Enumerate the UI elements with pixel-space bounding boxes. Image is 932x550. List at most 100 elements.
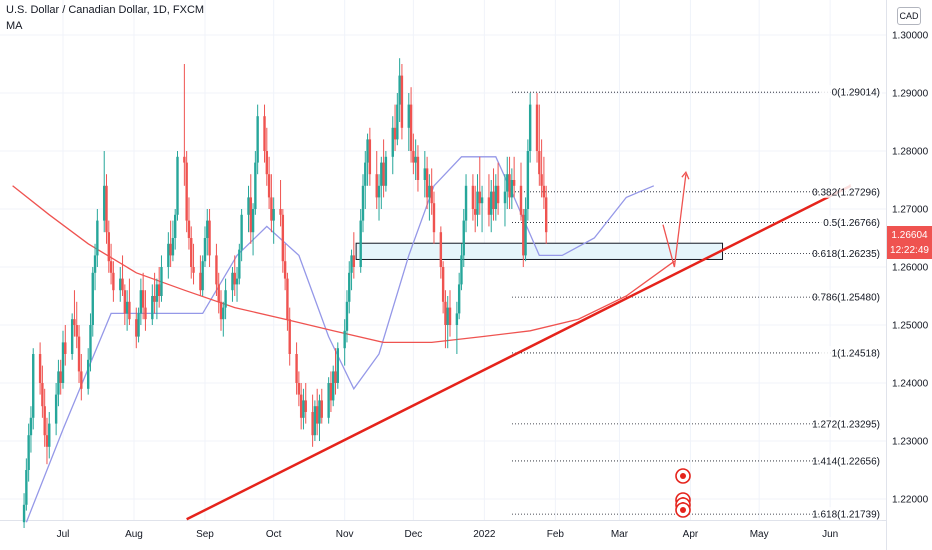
candle-body	[524, 209, 527, 256]
candle-body	[61, 342, 65, 383]
candle-body	[86, 359, 90, 389]
candle-body	[119, 278, 122, 291]
candle-body	[208, 220, 211, 256]
candle-body	[295, 354, 298, 383]
candle-body	[256, 116, 259, 163]
candle-body	[77, 336, 81, 372]
candle-body	[510, 180, 514, 198]
time-tick-label: May	[750, 529, 769, 540]
candle-body	[224, 290, 227, 308]
candle-body	[176, 156, 179, 215]
candle-body	[506, 174, 509, 192]
candle-body	[476, 191, 479, 215]
candle-body	[231, 272, 234, 291]
candle-body	[382, 162, 385, 186]
candle-body	[267, 174, 271, 198]
fibonacci-labels: 0(1.29014) 0.382(1.27296) 0.5(1.26766) 0.61…	[812, 85, 882, 521]
candle-body	[400, 75, 404, 128]
candle-body	[137, 313, 140, 337]
candle-body	[329, 383, 333, 401]
time-tick-label: Jul	[57, 529, 70, 540]
candle-body	[279, 209, 282, 215]
candle-body	[348, 272, 351, 302]
candle-body	[393, 127, 397, 140]
candles	[22, 58, 548, 528]
candle-body	[474, 209, 477, 215]
candle-body	[494, 185, 498, 209]
fib-level-label: 1.414(1.22656)	[812, 456, 880, 467]
candle-body	[350, 255, 353, 273]
fib-label-bg	[820, 246, 882, 260]
arrow-head	[681, 170, 690, 180]
event-markers	[675, 468, 691, 518]
support-zone-rect	[355, 242, 724, 260]
candle-body	[160, 267, 163, 296]
candle-body	[428, 185, 431, 198]
candle-body	[526, 151, 530, 209]
candle-body	[135, 319, 138, 337]
candle-body	[423, 168, 427, 180]
candle-body	[32, 354, 35, 418]
candle-body	[544, 197, 548, 233]
candle-body	[490, 191, 493, 215]
candle-body	[219, 301, 223, 320]
projection-arrow-group	[662, 170, 690, 268]
candle-body	[542, 185, 546, 198]
candle-body	[464, 185, 468, 221]
candle-body	[320, 400, 323, 418]
candle-body	[430, 185, 433, 204]
candle-body	[27, 435, 30, 470]
time-tick-label: Dec	[404, 529, 422, 540]
flag-icon-ca-dot	[680, 473, 686, 479]
price-tick-label: 1.27000	[892, 205, 929, 216]
candle-body	[121, 278, 124, 291]
candle-body	[235, 278, 239, 285]
candle-body	[91, 272, 94, 325]
time-tick-label: Sep	[196, 529, 214, 540]
candle-body	[375, 174, 378, 198]
projection-arrow	[662, 174, 687, 268]
time-tick-label: Mar	[611, 529, 629, 540]
candle-body	[107, 232, 110, 262]
last-price-tag: 1.26604 12:22:49	[887, 226, 932, 259]
candle-body	[455, 313, 459, 325]
candle-body	[75, 325, 78, 337]
fib-label-bg	[820, 345, 882, 359]
candle-body	[315, 406, 319, 424]
candle-body	[251, 209, 255, 233]
candle-body	[270, 197, 273, 221]
candle-body	[217, 284, 220, 302]
indicator-legend-ma[interactable]: MA	[6, 20, 23, 32]
candle-body	[302, 400, 305, 418]
candle-body	[157, 284, 161, 296]
chart-title: U.S. Dollar / Canadian Dollar, 1D, FXCM	[6, 4, 205, 16]
candle-body	[334, 371, 337, 383]
candle-body	[155, 284, 159, 302]
candle-body	[59, 371, 62, 383]
candle-body	[446, 307, 449, 325]
candle-body	[265, 151, 269, 175]
fib-level-label: 1.272(1.23295)	[812, 419, 880, 430]
moving-average-line	[12, 185, 675, 344]
candle-body	[105, 185, 108, 233]
moving-average-line	[25, 156, 655, 523]
candle-body	[151, 296, 154, 320]
candle-body	[263, 116, 266, 151]
candle-body	[45, 435, 49, 447]
candle-body	[396, 104, 399, 140]
candle-body	[412, 151, 415, 163]
candle-body	[318, 400, 321, 424]
currency-button[interactable]: CAD	[897, 7, 921, 25]
candle-body	[199, 272, 202, 291]
candle-body	[249, 197, 252, 233]
candle-body	[167, 243, 170, 267]
candle-body	[185, 162, 188, 221]
price-tick-label: 1.23000	[892, 437, 929, 448]
candle-body	[384, 156, 388, 186]
fibonacci-levels	[512, 91, 880, 515]
time-tick-label: 2022	[473, 529, 496, 540]
fib-level-label: 0.5(1.26766)	[823, 218, 880, 229]
fib-label-bg	[820, 453, 882, 467]
candle-body	[359, 220, 362, 267]
